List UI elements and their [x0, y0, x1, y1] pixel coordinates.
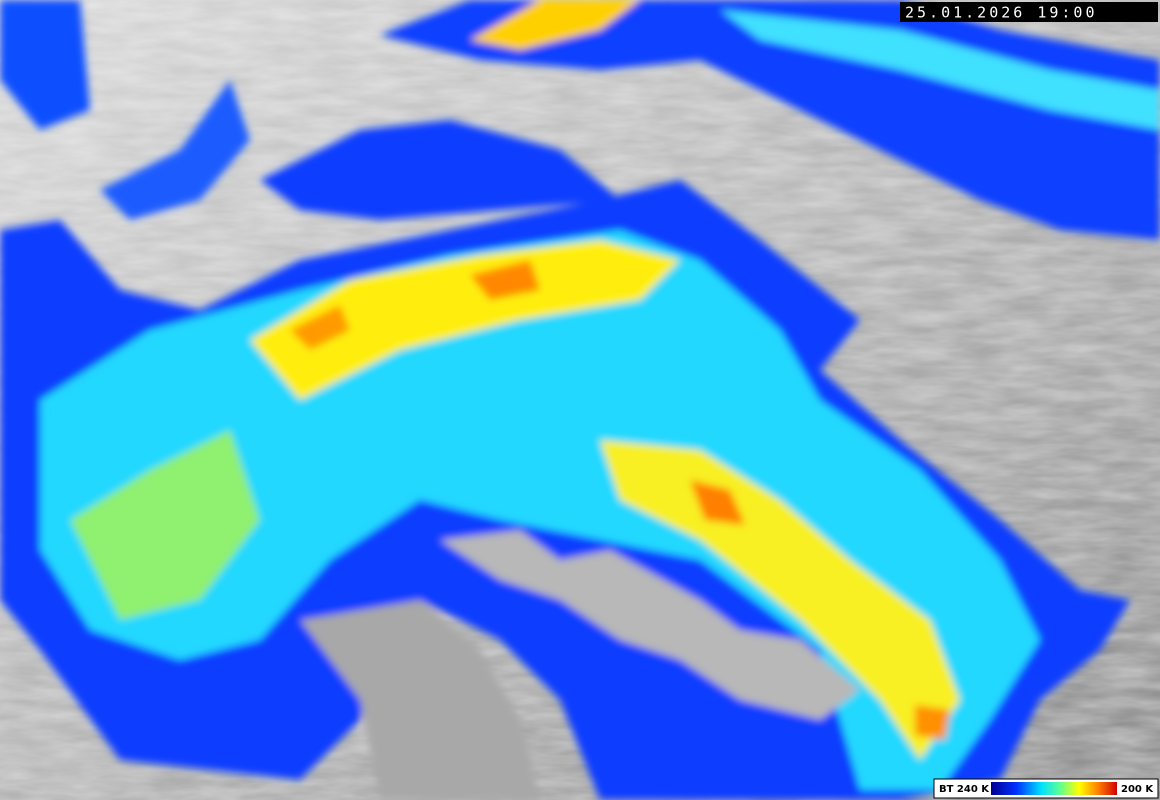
cloud-patch: [0, 0, 90, 130]
cloud-core-top: [470, 0, 640, 50]
cloud-core: [250, 240, 680, 400]
timestamp-box: 25.01.2026 19:00: [900, 2, 1158, 22]
cloud-patch: [260, 120, 620, 220]
colorbar: BT 240 K 200 K: [933, 778, 1159, 799]
colorbar-min-label: BT 240 K: [939, 784, 990, 795]
clear-gap: [440, 530, 860, 720]
cloud-core: [600, 440, 960, 760]
colorbar-max-label: 200 K: [1121, 784, 1154, 795]
cloud-core-hot: [690, 480, 745, 525]
cloud-core-hot: [290, 305, 350, 350]
colorbar-gradient: [991, 782, 1117, 795]
timestamp: 25.01.2026 19:00: [905, 4, 1098, 22]
timestamp-background: [900, 2, 1158, 22]
cloud-band-top-inner: [720, 10, 1160, 130]
cloud-core-hot: [470, 260, 540, 300]
cloud-band-colder: [70, 430, 260, 620]
cloud-core-hot: [915, 705, 950, 740]
cloud-patch: [100, 80, 250, 220]
clear-gap: [300, 600, 540, 800]
